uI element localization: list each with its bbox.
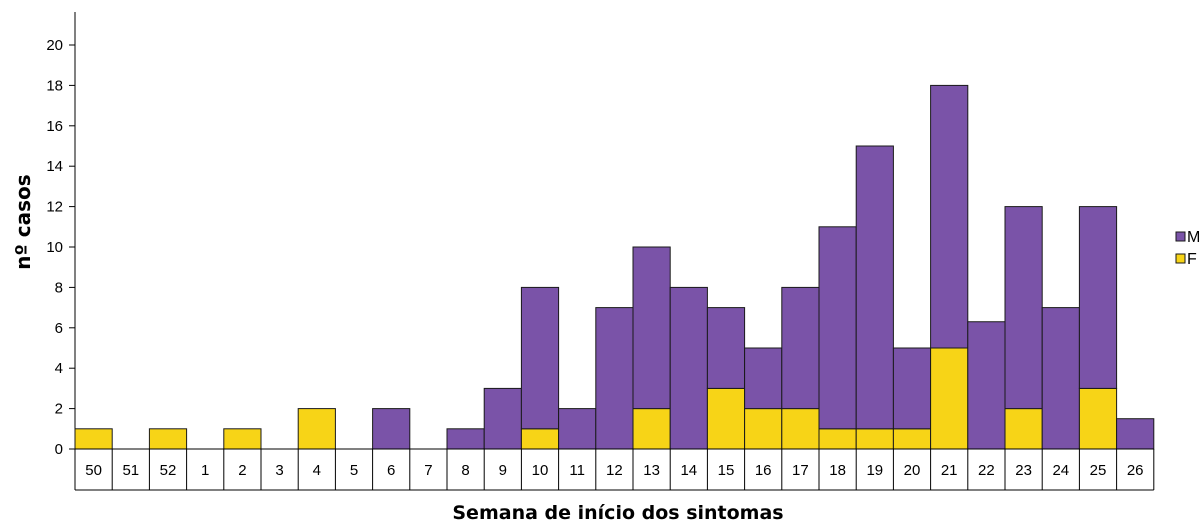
bar-f-week-23 [1004,408,1043,450]
x-tick-label-week-21: 21 [941,462,958,479]
x-tick-label-week-14: 14 [680,462,697,479]
y-tick-label: 12 [46,199,63,216]
x-tick-label-week-25: 25 [1090,462,1107,479]
bar-m-week-25 [1078,206,1118,389]
x-tick-label-week-13: 13 [643,462,660,479]
bar-m-week-6 [372,408,411,450]
bar-f-week-2 [223,428,262,450]
bar-m-week-11 [558,408,597,450]
x-tick-label-week-5: 5 [350,462,358,479]
bar-m-week-15 [706,307,746,389]
legend-label-m: M [1187,229,1200,246]
x-tick-label-week-1: 1 [201,462,209,479]
y-tick-label: 14 [46,158,63,175]
legend-swatch-m [1175,231,1186,242]
bar-m-week-24 [1041,307,1080,450]
bar-m-week-20 [892,347,932,430]
bar-m-week-21 [930,84,969,349]
x-tick-label-week-12: 12 [606,462,623,479]
x-axis: 50 51 52 1 2 3 4 5 6 7 8 9 10 11 12 13 14 15 16 17 18 19 20 21 2… [74,448,1155,491]
x-tick-label-week-3: 3 [275,462,283,479]
x-tick-label-week-52: 52 [160,462,177,479]
y-tick-label: 8 [55,279,63,296]
bar-f-week-25 [1078,387,1118,450]
y-tick-label: 2 [55,401,63,418]
bar-m-week-23 [1004,206,1043,410]
bar-f-week-50 [74,428,113,450]
x-tick-label-week-17: 17 [792,462,809,479]
bar-m-week-8 [446,428,485,450]
x-tick-label-week-50: 50 [85,462,102,479]
bar-m-week-13 [632,246,671,410]
x-tick-label-week-9: 9 [499,462,507,479]
bar-m-week-18 [818,226,857,430]
x-tick-label-week-24: 24 [1052,462,1069,479]
bars-group [74,84,1155,450]
x-tick-label-week-16: 16 [755,462,772,479]
y-tick-label: 18 [46,77,63,94]
x-tick-label-week-23: 23 [1015,462,1032,479]
x-tick-label-week-51: 51 [122,462,139,479]
y-tick-label: 4 [55,360,63,377]
bar-f-week-17 [781,408,820,450]
bar-f-week-15 [706,387,746,450]
legend: MF [1175,229,1200,268]
bar-m-week-14 [669,286,708,450]
x-tick-label-week-10: 10 [532,462,549,479]
bar-m-week-9 [483,387,522,450]
x-tick-label-week-15: 15 [718,462,735,479]
x-tick-label-week-22: 22 [978,462,995,479]
bar-m-week-22 [967,321,1006,450]
bar-m-week-16 [744,347,783,410]
x-tick-label-week-4: 4 [313,462,321,479]
x-tick-label-week-7: 7 [424,462,432,479]
y-tick-label: 0 [55,441,63,458]
y-tick-label: 6 [55,320,63,337]
bar-f-week-10 [520,428,560,450]
x-tick-label-week-26: 26 [1127,462,1144,479]
bar-m-week-26 [1116,418,1155,450]
bar-f-week-18 [818,428,857,450]
bar-f-week-20 [892,428,932,450]
x-tick-label-week-6: 6 [387,462,395,479]
y-tick-label: 16 [46,118,63,135]
x-tick-label-week-19: 19 [866,462,883,479]
x-axis-title: Semana de início dos sintomas [452,502,783,524]
bar-f-week-16 [744,408,783,450]
x-tick-label-week-18: 18 [829,462,846,479]
legend-label-f: F [1187,251,1197,268]
legend-swatch-f [1175,253,1186,264]
x-tick-label-week-2: 2 [238,462,246,479]
x-tick-label-week-8: 8 [461,462,469,479]
bar-m-week-12 [595,307,634,450]
y-tick-label: 10 [46,239,63,256]
bar-f-week-52 [148,428,188,450]
bar-f-week-19 [855,428,894,450]
y-axis-title: nº casos [11,174,35,269]
bar-m-week-19 [855,145,894,430]
bar-m-week-10 [520,286,560,430]
bar-f-week-21 [930,347,969,450]
x-tick-label-week-11: 11 [569,462,585,479]
y-tick-label: 20 [46,37,63,54]
x-tick-label-week-20: 20 [904,462,921,479]
bar-f-week-13 [632,408,671,450]
bar-f-week-4 [297,408,336,450]
y-axis: 0 2 4 6 8 10 12 14 16 18 20 [46,12,76,458]
bar-m-week-17 [781,286,820,410]
